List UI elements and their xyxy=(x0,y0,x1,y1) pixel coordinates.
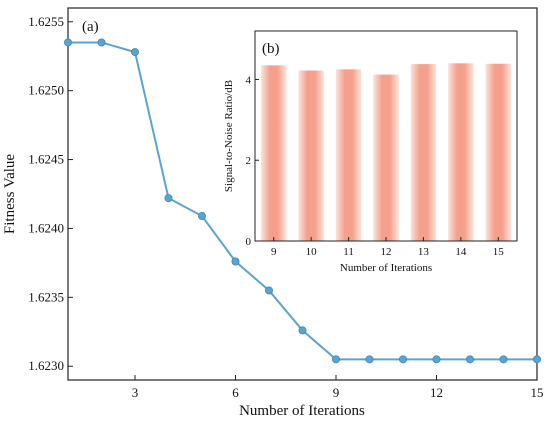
inset-bar xyxy=(335,69,362,241)
inset-x-axis: 9 10 11 12 13 14 15 xyxy=(271,237,504,258)
inset-x-tick-label: 14 xyxy=(455,246,467,258)
main-x-tick-label: 6 xyxy=(232,385,239,400)
main-data-point xyxy=(130,48,139,57)
main-y-tick-label: 1.6255 xyxy=(28,14,64,29)
inset-x-tick-label: 12 xyxy=(381,246,392,258)
main-data-point xyxy=(465,355,474,364)
inset-y-axis-title: Signal-to-Noise Ratio/dB xyxy=(223,80,235,192)
inset-x-tick-label: 11 xyxy=(343,246,354,258)
main-y-axis-title: Fitness Value xyxy=(2,154,18,234)
inset-bar xyxy=(448,63,474,241)
main-data-point xyxy=(197,212,206,221)
inset-x-axis-title: Number of Iterations xyxy=(340,262,432,274)
main-data-point xyxy=(64,38,73,47)
main-data-point xyxy=(97,38,106,47)
main-data-point xyxy=(499,355,508,364)
main-x-tick-label: 3 xyxy=(132,385,139,400)
inset-x-tick-label: 9 xyxy=(271,246,277,258)
main-panel-label: (a) xyxy=(82,19,99,35)
main-y-tick-label: 1.6230 xyxy=(28,358,64,373)
main-data-point xyxy=(164,194,173,203)
main-y-tick-label: 1.6240 xyxy=(28,220,64,235)
inset-x-tick-label: 13 xyxy=(418,246,430,258)
main-data-point xyxy=(533,355,542,364)
inset-y-tick-label: 0 xyxy=(246,236,252,248)
inset-bar xyxy=(485,63,512,241)
main-data-point xyxy=(231,257,240,266)
inset-panel-label: (b) xyxy=(262,41,280,57)
main-x-axis: 3 6 9 12 15 xyxy=(132,375,544,400)
main-series xyxy=(64,38,542,364)
main-data-point xyxy=(331,355,340,364)
inset-y-axis: 0 2 4 xyxy=(246,74,259,248)
main-x-tick-label: 9 xyxy=(333,385,340,400)
inset-x-tick-label: 15 xyxy=(493,246,505,258)
inset-bar xyxy=(298,70,324,241)
inset-bar xyxy=(410,64,437,241)
main-y-tick-label: 1.6235 xyxy=(28,289,64,304)
inset-y-tick-label: 2 xyxy=(246,155,252,167)
inset-x-tick-label: 10 xyxy=(306,246,318,258)
main-y-tick-label: 1.6245 xyxy=(28,152,64,167)
main-plot-frame xyxy=(67,7,538,381)
inset-bar xyxy=(373,74,399,241)
main-chart: 1.6230 1.6235 1.6240 1.6245 1.6250 1.6255 3 6 9… xyxy=(2,7,544,419)
main-data-point xyxy=(298,326,307,335)
main-data-point xyxy=(365,355,374,364)
main-x-tick-label: 15 xyxy=(531,385,544,400)
main-y-tick-label: 1.6250 xyxy=(28,83,64,98)
inset-y-tick-label: 4 xyxy=(246,74,252,86)
inset-bars xyxy=(260,63,512,241)
main-x-tick-label: 12 xyxy=(430,385,443,400)
main-data-point xyxy=(264,286,273,295)
main-data-point xyxy=(432,355,441,364)
inset-chart: 0 2 4 9 10 11 12 13 14 15 (b) Number of Iteratio… xyxy=(223,30,518,274)
main-x-axis-title: Number of Iterations xyxy=(239,403,365,419)
main-data-point xyxy=(398,355,407,364)
main-y-axis: 1.6230 1.6235 1.6240 1.6245 1.6250 1.6255 xyxy=(28,14,73,373)
inset-bar xyxy=(260,65,287,241)
